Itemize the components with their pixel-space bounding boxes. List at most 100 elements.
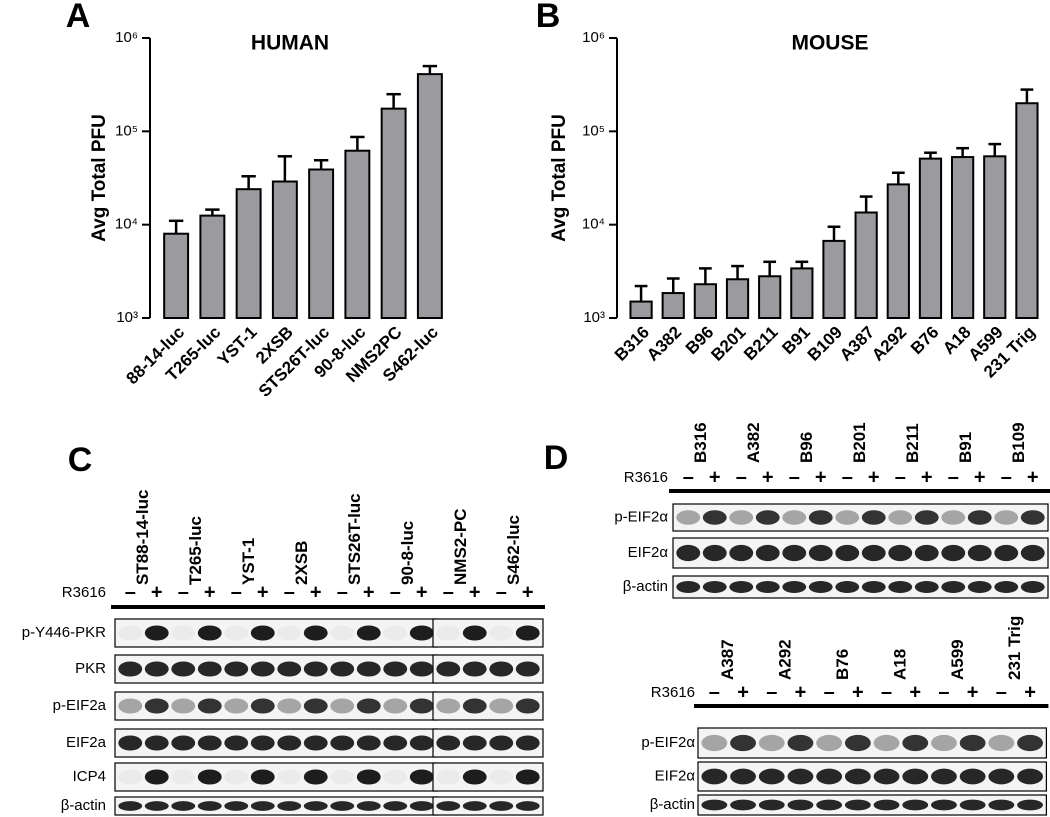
blot-frame [697, 727, 1047, 759]
lane-label: A18 [890, 649, 909, 680]
sign: – [231, 581, 242, 603]
band [676, 510, 701, 525]
sign: – [683, 466, 694, 488]
band [701, 768, 728, 785]
row-label: ICP4 [73, 768, 106, 785]
lane-label: B316 [691, 422, 710, 463]
band [356, 769, 381, 785]
band [409, 735, 434, 751]
band [250, 661, 275, 677]
band [409, 801, 434, 811]
lane-label: NMS2-PC [451, 508, 470, 585]
band [277, 698, 302, 714]
band [782, 581, 807, 593]
band [967, 544, 992, 562]
bar [918, 157, 943, 319]
band [118, 769, 143, 785]
band [835, 544, 860, 562]
lane-label: B91 [956, 432, 975, 463]
band [808, 581, 833, 593]
sign: – [1001, 466, 1012, 488]
band [197, 735, 222, 751]
bar [416, 73, 443, 320]
lane-label: 231 Trig [1005, 616, 1024, 680]
chart-title: HUMAN [251, 32, 329, 55]
sign: – [881, 681, 892, 703]
bar [951, 156, 975, 319]
sign: + [204, 581, 216, 603]
band [730, 799, 756, 811]
band [931, 734, 957, 752]
lane-label: STS26T-luc [345, 493, 364, 585]
blot-frame [697, 761, 1047, 792]
sign: – [948, 466, 959, 488]
band [1017, 768, 1043, 785]
band [1020, 544, 1045, 562]
band [816, 768, 843, 785]
band [250, 735, 275, 751]
band [941, 581, 966, 593]
band [835, 510, 860, 525]
y-tick-label: 10⁶ [115, 29, 138, 46]
band [330, 769, 355, 785]
band [144, 661, 169, 677]
bar [308, 168, 335, 319]
band [436, 698, 461, 714]
band [303, 735, 328, 751]
band [861, 581, 886, 593]
blot-frame [672, 503, 1049, 532]
band [758, 768, 785, 785]
sign: + [310, 581, 322, 603]
band [1020, 510, 1045, 525]
sign: – [709, 681, 720, 703]
treatment-label: R3616 [651, 684, 695, 701]
band [729, 581, 754, 593]
band [277, 661, 302, 677]
band [701, 734, 728, 752]
band [118, 625, 143, 641]
row-label: β-actin [61, 797, 106, 814]
lane-label: B96 [797, 432, 816, 463]
band [489, 769, 514, 785]
band [171, 625, 196, 641]
band [888, 581, 913, 593]
band [515, 801, 540, 811]
band [873, 734, 900, 752]
y-tick-label: 10³ [116, 309, 138, 326]
x-tick-label: B76 [907, 323, 942, 358]
sign: + [967, 681, 979, 703]
bar [822, 239, 846, 319]
band [330, 625, 355, 641]
band [808, 544, 833, 562]
band [994, 510, 1019, 525]
sign: + [1024, 681, 1036, 703]
band [755, 581, 780, 593]
band [729, 544, 754, 562]
band [224, 698, 249, 714]
band [873, 799, 900, 811]
band [171, 801, 196, 811]
sign: – [895, 466, 906, 488]
band [436, 661, 461, 677]
band [197, 661, 222, 677]
sign: – [337, 581, 348, 603]
band [118, 801, 143, 811]
band [277, 769, 302, 785]
band [758, 734, 785, 752]
lane-label: S462-luc [504, 515, 523, 585]
sign: + [151, 581, 163, 603]
band [902, 799, 929, 811]
band [888, 544, 913, 562]
row-label: p-EIF2α [641, 734, 695, 751]
band [988, 799, 1015, 811]
lane-label: 2XSB [292, 541, 311, 585]
y-axis-label: Avg Total PFU [89, 114, 110, 242]
band [782, 544, 807, 562]
bar [886, 183, 910, 319]
sign: + [363, 581, 375, 603]
band [489, 698, 514, 714]
band [462, 661, 487, 677]
band [436, 801, 461, 811]
band [409, 625, 434, 641]
band [118, 735, 143, 751]
